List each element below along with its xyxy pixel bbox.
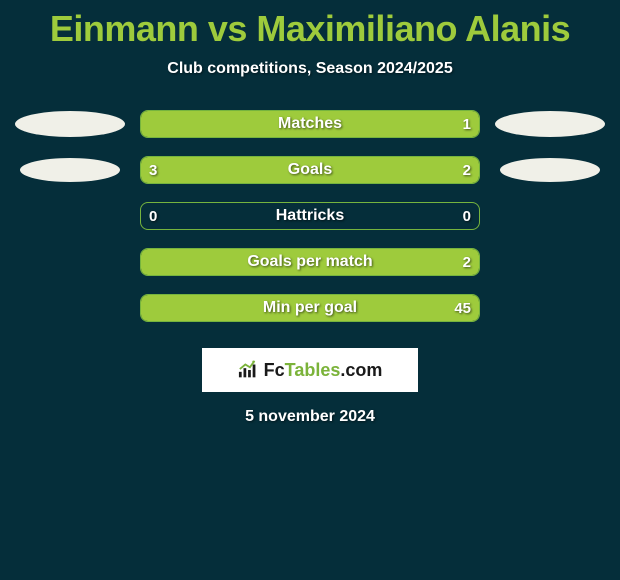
stat-label: Goals per match [141, 249, 479, 275]
stat-bar: Goals per match2 [140, 248, 480, 276]
stat-bar: Hattricks0 0 [140, 202, 480, 230]
stat-bar: Goals3 2 [140, 156, 480, 184]
stat-label: Goals [141, 157, 479, 183]
stat-left-side [0, 158, 140, 182]
fctables-logo: FcTables.com [202, 348, 418, 392]
stat-value-right: 2 [463, 157, 471, 183]
logo-text-c: .com [340, 360, 382, 380]
stat-value-right: 45 [454, 295, 471, 321]
team-ellipse-left [20, 158, 120, 182]
stat-value-left: 3 [149, 157, 157, 183]
stat-row: Goals3 2 [0, 156, 620, 184]
stat-row: Goals per match2 [0, 248, 620, 276]
page-title: Einmann vs Maximiliano Alanis [0, 0, 620, 50]
chart-icon [238, 359, 260, 381]
stat-row: Matches1 [0, 110, 620, 138]
logo-text-a: Fc [264, 360, 285, 380]
stats-container: Matches1 Goals3 2 Hattricks0 0 Goals per matc… [0, 110, 620, 322]
team-ellipse-right [500, 158, 600, 182]
stat-left-side [0, 111, 140, 137]
stat-bar: Matches1 [140, 110, 480, 138]
stat-right-side [480, 158, 620, 182]
stat-label: Hattricks [141, 203, 479, 229]
logo-text-b: Tables [285, 360, 341, 380]
stat-value-right: 1 [463, 111, 471, 137]
page-subtitle: Club competitions, Season 2024/2025 [0, 60, 620, 78]
team-ellipse-left [15, 111, 125, 137]
date-label: 5 november 2024 [0, 408, 620, 426]
stat-label: Min per goal [141, 295, 479, 321]
stat-bar: Min per goal45 [140, 294, 480, 322]
stat-value-right: 2 [463, 249, 471, 275]
stat-value-left: 0 [149, 203, 157, 229]
stat-label: Matches [141, 111, 479, 137]
stat-value-right: 0 [463, 203, 471, 229]
team-ellipse-right [495, 111, 605, 137]
stat-row: Hattricks0 0 [0, 202, 620, 230]
logo-text: FcTables.com [264, 360, 383, 381]
stat-right-side [480, 111, 620, 137]
stat-row: Min per goal45 [0, 294, 620, 322]
